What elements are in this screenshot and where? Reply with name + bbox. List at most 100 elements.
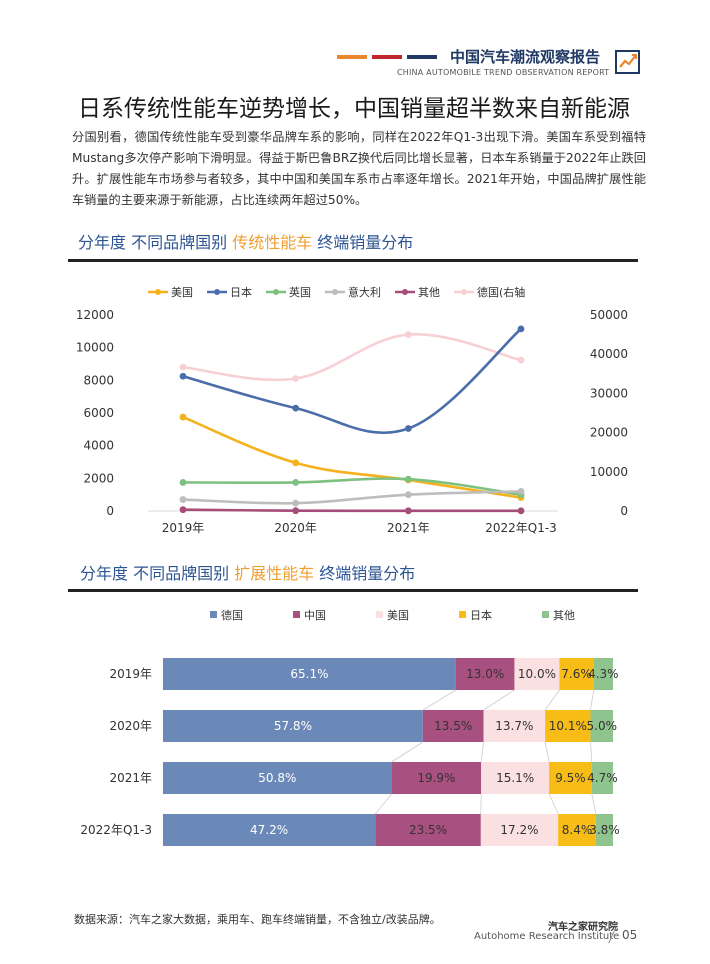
header-color-bars [337,55,437,59]
section-title-suffix: 终端销量分布 [314,564,416,583]
section-title-extended: 分年度 不同品牌国别 扩展性能车 终端销量分布 [80,560,415,584]
legend-marker [402,289,408,295]
data-point [179,372,187,380]
trend-chart-icon [615,50,640,74]
connector-line [480,741,484,763]
legend-label: 德国(右轴 [477,285,525,299]
bar-label: 4.3% [588,667,619,681]
bar-segment [593,658,613,690]
legend-marker [155,289,161,295]
x-tick-label: 2021年 [387,521,430,535]
category-label: 2020年 [109,719,152,733]
data-point [404,331,412,338]
y-right-tick-label: 20000 [590,426,628,440]
category-label: 2022年Q1-3 [80,823,152,837]
section-title-highlight: 传统性能车 [232,233,313,252]
bar-label: 8.4% [562,823,593,837]
report-subtitle: CHINA AUTOMOBILE TREND OBSERVATION REPOR… [397,68,610,77]
bar-segment [545,710,591,742]
page-title: 日系传统性能车逆势增长，中国销量超半数来自新能源 [78,96,630,122]
data-point [517,507,525,515]
series-line [182,490,522,505]
body-paragraph: 分国别看，德国传统性能车受到豪华品牌车系的影响，同样在2022年Q1-3出现下滑… [72,130,646,207]
bar-label: 23.5% [409,823,447,837]
bar-segment [559,658,594,690]
data-point [404,507,412,515]
y-right-tick-label: 0 [620,504,628,518]
bar-label: 3.8% [589,823,620,837]
connector-line [548,793,559,815]
y-right-tick-label: 40000 [590,347,628,361]
legend-swatch [210,611,217,618]
series-line [182,508,522,513]
bar-segment [163,762,392,794]
bar-label: 13.0% [466,667,504,681]
x-tick-label: 2020年 [274,521,317,535]
data-point [292,459,300,467]
legend-label: 日本 [230,285,252,299]
data-point [179,506,187,514]
bar-segment [590,710,613,742]
data-point [179,479,187,486]
bar-segment [391,762,482,794]
report-title: 中国汽车潮流观察报告 [450,48,601,66]
connector-line [544,689,560,711]
data-point [179,363,187,371]
legend-label: 意大利 [348,285,381,299]
bar-segment [422,710,484,742]
section-title-prefix: 分年度 不同品牌国别 [80,564,235,583]
institute-name: 汽车之家研究院 [548,922,618,933]
connector-line [483,689,515,711]
institute-name-en: Autohome Research Institute [474,931,620,942]
legend-label: 中国 [304,609,326,622]
header-bar-navy [407,55,437,59]
bar-segment [481,762,550,794]
bar-segment [375,814,481,846]
data-point [292,404,300,412]
bar-label: 5.0% [587,719,618,733]
y-left-tick-label: 0 [106,504,114,518]
bar-label: 13.5% [434,719,472,733]
bar-label: 57.8% [274,719,312,733]
legend-label: 其他 [418,286,440,299]
y-left-tick-label: 8000 [83,373,114,387]
bar-segment [455,658,515,690]
series-line [182,477,522,496]
connector-line [422,689,457,711]
legend-label: 其他 [553,609,575,622]
connector-line [544,741,550,763]
bar-label: 7.6% [561,667,592,681]
connector-line [591,793,597,815]
legend-marker [214,289,220,295]
bar-label: 15.1% [496,771,534,785]
series-line [182,333,522,382]
data-point [179,496,187,503]
data-point [292,375,300,382]
section-title-prefix: 分年度 不同品牌国别 [78,233,233,252]
bar-segment [480,814,559,846]
bar-segment [514,658,560,690]
bar-segment [591,762,613,794]
y-left-tick-label: 10000 [76,341,114,355]
x-tick-label: 2019年 [162,521,205,535]
y-right-tick-label: 10000 [590,465,628,479]
data-point [292,479,300,486]
legend-swatch [459,611,466,618]
y-left-tick-label: 4000 [83,439,114,453]
bar-segment [163,814,376,846]
legend-swatch [542,611,549,618]
section-divider [68,589,638,592]
data-source-note: 数据来源：汽车之家大数据，乘用车、跑车终端销量，不含独立/改装品牌。 [74,913,441,926]
legend-label: 日本 [470,608,492,622]
x-tick-label: 2022年Q1-3 [485,521,557,535]
section-divider [68,259,638,262]
legend-label: 德国 [221,608,243,622]
connector-line [374,793,392,815]
bar-label: 50.8% [258,771,296,785]
bar-label: 17.2% [500,823,538,837]
legend-marker [461,289,467,295]
legend-label: 英国 [289,285,311,299]
header-bar-red [372,55,402,59]
stacked-bar-chart-extended: 德国 中国 美国 日本 其他 2019年 65.1% 13.0% 10.0% 7.6%4.3% 20… [80,608,620,846]
bar-label: 10.1% [549,719,587,733]
